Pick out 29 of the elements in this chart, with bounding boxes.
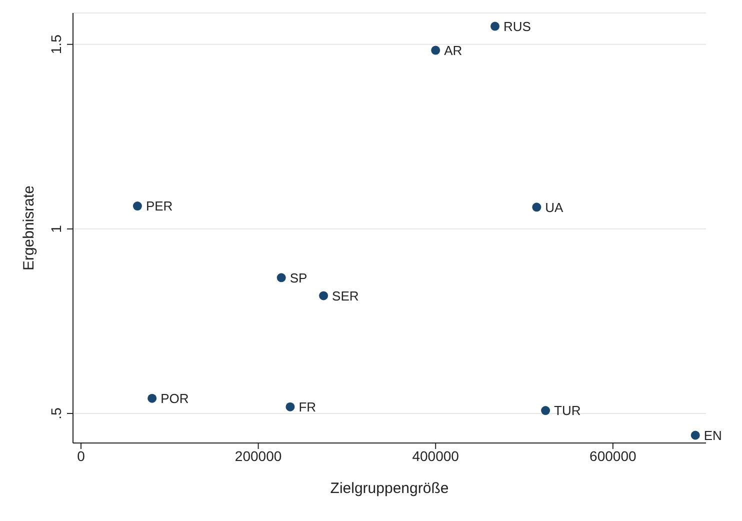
point	[490, 22, 500, 31]
x-tick-label: 400000	[412, 448, 460, 464]
data-label: SER	[332, 288, 359, 304]
point	[431, 46, 440, 55]
x-tick-label: 0	[77, 448, 86, 464]
y-tick-label: .5	[48, 407, 64, 420]
data-label: SP	[290, 270, 308, 286]
x-axis-title: Zielgruppengröße	[330, 480, 449, 497]
point	[276, 273, 286, 282]
data-label: TUR	[554, 403, 581, 418]
point	[319, 291, 328, 300]
data-label: AR	[444, 42, 462, 58]
point	[541, 406, 550, 416]
y-axis-title: Ergebnisrate	[20, 185, 38, 271]
data-label: EN	[704, 428, 722, 443]
data-label: PER	[146, 198, 173, 214]
point	[532, 202, 542, 212]
x-tick-label: 600000	[590, 448, 636, 464]
data-label: RUS	[504, 18, 532, 34]
x-tick-label: 200000	[234, 448, 282, 464]
data-label: UA	[545, 200, 564, 215]
point	[132, 202, 142, 211]
y-tick-label: 1.5	[48, 34, 64, 54]
point	[286, 402, 295, 412]
data-label: FR	[298, 399, 316, 414]
y-tick-label: 1	[48, 224, 64, 233]
point	[148, 394, 157, 403]
data-label: POR	[160, 390, 189, 406]
point	[690, 430, 700, 440]
